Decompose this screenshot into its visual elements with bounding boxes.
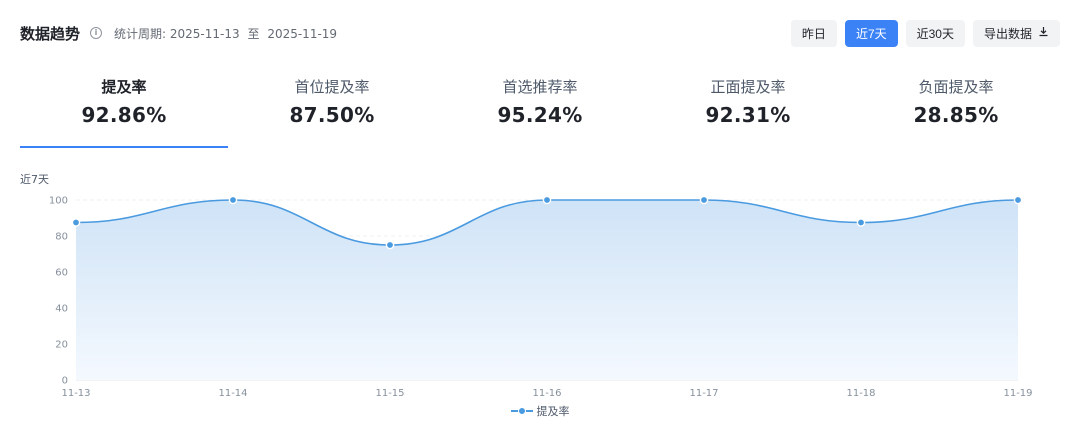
- kpi-label: 负面提及率: [918, 78, 994, 96]
- kpi-tabs: 提及率 92.86% 首位提及率 87.50% 首选推荐率 95.24% 正面提…: [20, 72, 1060, 148]
- range-buttons: 昨日 近7天 近30天 导出数据: [790, 19, 1060, 47]
- kpi-value: 92.86%: [81, 103, 167, 127]
- series-area: [76, 200, 1018, 380]
- last-30-days-button[interactable]: 近30天: [905, 19, 965, 47]
- x-tick-label: 11-17: [689, 388, 718, 399]
- kpi-label: 正面提及率: [710, 78, 786, 96]
- kpi-tab-preferred-recommend-rate[interactable]: 首选推荐率 95.24%: [436, 72, 644, 148]
- kpi-tab-first-mention-rate[interactable]: 首位提及率 87.50%: [228, 72, 436, 148]
- panel-title: 数据趋势: [20, 24, 81, 43]
- x-tick-label: 11-16: [532, 388, 561, 399]
- y-tick-label: 100: [49, 196, 68, 207]
- panel-header: 数据趋势 i 统计周期: 2025-11-13 至 2025-11-19 昨日 …: [20, 18, 1060, 48]
- y-tick-label: 40: [55, 304, 68, 315]
- last-7-days-button[interactable]: 近7天: [844, 19, 898, 47]
- legend-label: 提及率: [536, 405, 570, 418]
- data-point: [699, 195, 709, 205]
- export-data-label: 导出数据: [983, 26, 1032, 41]
- x-tick-label: 11-18: [846, 388, 875, 399]
- data-point: [385, 240, 395, 250]
- data-point: [71, 218, 81, 227]
- info-icon[interactable]: i: [90, 27, 103, 39]
- x-tick-label: 11-19: [1003, 388, 1032, 399]
- kpi-value: 87.50%: [289, 103, 375, 127]
- data-point: [542, 195, 552, 205]
- period-label: 统计周期:: [114, 26, 167, 41]
- kpi-value: 95.24%: [497, 103, 583, 127]
- download-icon: [1038, 26, 1049, 40]
- y-tick-label: 80: [55, 232, 68, 243]
- y-tick-label: 0: [62, 376, 68, 387]
- data-point: [856, 218, 866, 227]
- kpi-label: 首选推荐率: [502, 78, 578, 96]
- period-start-date: 2025-11-13: [169, 26, 240, 41]
- kpi-value: 28.85%: [913, 103, 999, 127]
- kpi-label: 提及率: [101, 78, 147, 96]
- x-tick-label: 11-14: [218, 388, 247, 399]
- data-point: [228, 195, 238, 205]
- x-tick-label: 11-15: [375, 388, 404, 399]
- kpi-value: 92.31%: [705, 103, 791, 127]
- y-tick-label: 20: [55, 340, 68, 351]
- kpi-tab-positive-mention-rate[interactable]: 正面提及率 92.31%: [644, 72, 852, 148]
- x-tick-label: 11-13: [61, 388, 90, 399]
- legend-marker-icon: [510, 406, 533, 416]
- kpi-tab-mention-rate[interactable]: 提及率 92.86%: [20, 72, 228, 148]
- period-end-date: 2025-11-19: [267, 26, 338, 41]
- kpi-tab-negative-mention-rate[interactable]: 负面提及率 28.85%: [852, 72, 1060, 148]
- export-data-button[interactable]: 导出数据: [972, 19, 1060, 47]
- kpi-label: 首位提及率: [294, 78, 370, 96]
- stat-period: 统计周期: 2025-11-13 至 2025-11-19: [114, 25, 337, 42]
- data-point: [1013, 195, 1023, 205]
- y-tick-label: 60: [55, 268, 68, 279]
- chart-period-tag: 近7天: [20, 173, 49, 186]
- yesterday-button[interactable]: 昨日: [790, 19, 837, 47]
- chart-legend[interactable]: 提及率: [0, 403, 1080, 419]
- period-separator: 至: [247, 26, 260, 41]
